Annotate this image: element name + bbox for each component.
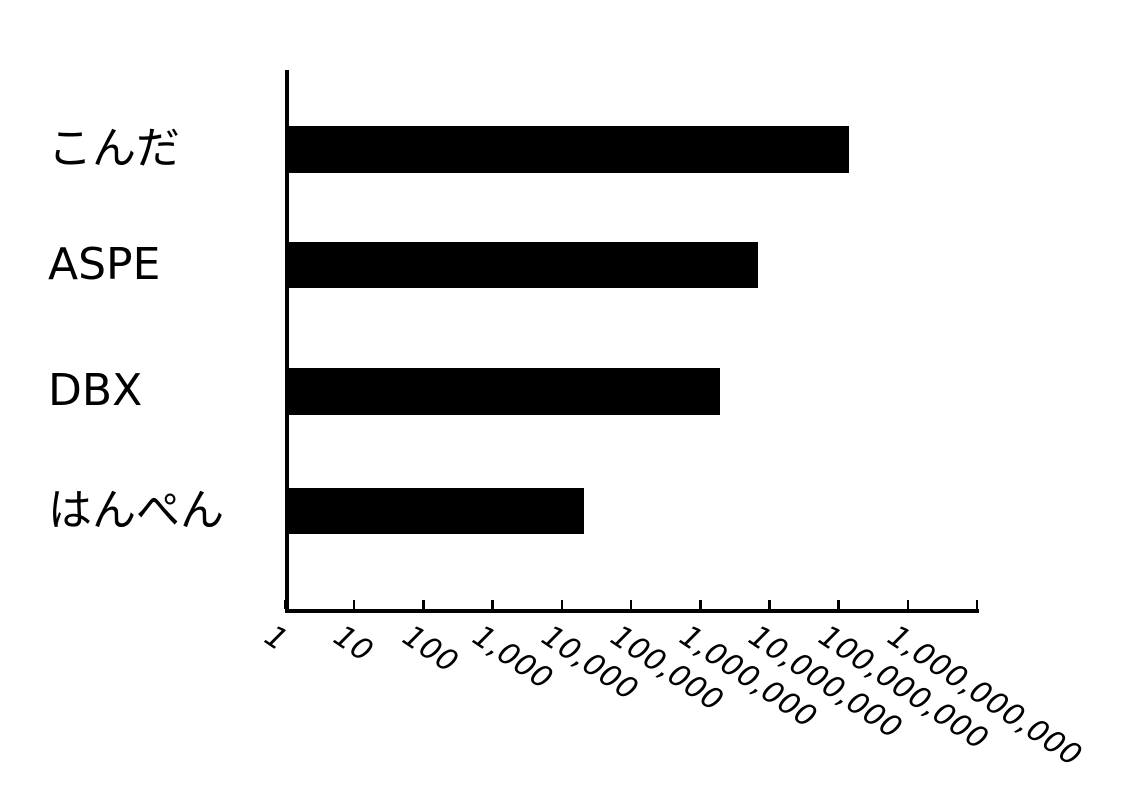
bar-3 <box>289 368 721 415</box>
x-axis-tick-9 <box>837 600 840 609</box>
x-axis-tick-7 <box>699 600 702 609</box>
bar-4 <box>289 487 584 534</box>
category-label-1: こんだ <box>48 123 180 175</box>
x-axis-line <box>284 609 979 613</box>
bar-2 <box>289 241 758 288</box>
x-axis-tick-5 <box>560 600 563 609</box>
x-axis-tick-label-3: 100 <box>396 618 465 681</box>
x-axis-tick-2 <box>352 600 356 609</box>
x-axis-tick-6 <box>629 600 633 609</box>
bar-1 <box>289 126 850 173</box>
category-label-4: はんぺん <box>48 484 224 536</box>
category-label-3: DBX <box>48 365 143 417</box>
x-axis-tick-4 <box>491 600 494 609</box>
x-axis-tick-11 <box>975 600 979 609</box>
x-axis-tick-10 <box>906 600 910 609</box>
category-label-2: ASPE <box>48 238 161 290</box>
y-axis-line <box>284 70 289 613</box>
x-axis-tick-label-1: 1 <box>258 618 294 659</box>
x-axis-tick-3 <box>422 600 425 609</box>
x-axis-tick-1 <box>283 600 287 609</box>
x-axis-tick-label-4: 1,000 <box>465 618 559 697</box>
x-axis-tick-8 <box>768 600 771 609</box>
x-axis-tick-label-2: 10 <box>327 618 380 670</box>
